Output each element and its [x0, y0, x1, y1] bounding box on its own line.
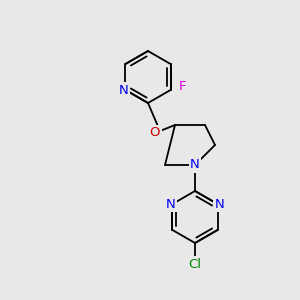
Text: N: N [118, 83, 128, 97]
Text: N: N [214, 197, 224, 211]
Text: F: F [179, 80, 186, 94]
Text: O: O [150, 127, 160, 140]
Text: Cl: Cl [188, 257, 202, 271]
Text: N: N [190, 158, 200, 172]
Text: N: N [166, 197, 176, 211]
